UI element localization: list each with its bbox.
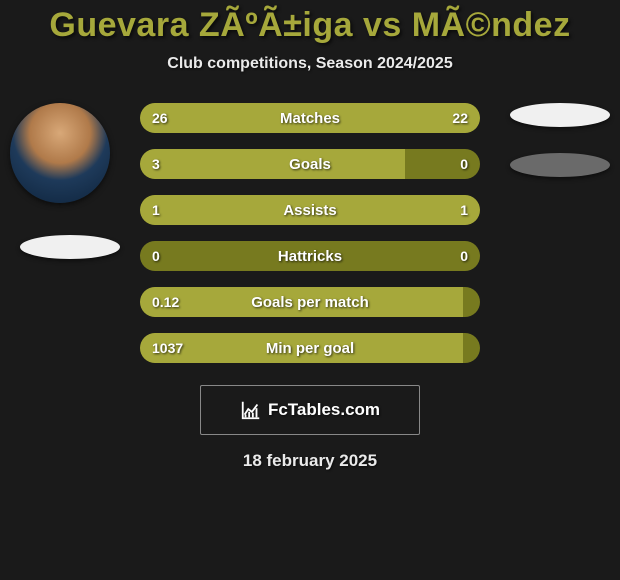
player-left-avatar — [10, 103, 110, 203]
stat-row: 30Goals — [140, 149, 480, 179]
stat-bar-left — [140, 287, 463, 317]
date-label: 18 february 2025 — [0, 451, 620, 471]
stat-row: 11Assists — [140, 195, 480, 225]
player-left-badge — [20, 235, 120, 259]
stat-row: 0 0Hattricks — [140, 241, 480, 271]
stat-value-right: 0 — [460, 241, 468, 271]
stat-bar-left — [140, 103, 324, 133]
stat-bar-left — [140, 149, 405, 179]
stat-value-left: 0 — [152, 241, 160, 271]
stat-row: 2622Matches — [140, 103, 480, 133]
page-title: Guevara ZÃºÃ±iga vs MÃ©ndez — [0, 0, 620, 45]
stat-bar-right — [310, 195, 480, 225]
stat-label: Hattricks — [140, 241, 480, 271]
brand-box: FcTables.com — [200, 385, 420, 435]
chart-icon — [240, 399, 262, 421]
stat-bar-left — [140, 333, 463, 363]
stat-row: 0.12Goals per match — [140, 287, 480, 317]
stat-bar-left — [140, 195, 310, 225]
comparison-stage: 2622Matches30Goals11Assists00Hattricks0.… — [0, 103, 620, 379]
page-subtitle: Club competitions, Season 2024/2025 — [0, 55, 620, 73]
brand-text: FcTables.com — [268, 400, 380, 420]
stat-bar-right — [324, 103, 480, 133]
player-right-badge-2 — [510, 153, 610, 177]
player-right-badge-1 — [510, 103, 610, 127]
stat-bars: 2622Matches30Goals11Assists00Hattricks0.… — [140, 103, 480, 379]
stat-value-right: 0 — [460, 149, 468, 179]
stat-row: 1037Min per goal — [140, 333, 480, 363]
